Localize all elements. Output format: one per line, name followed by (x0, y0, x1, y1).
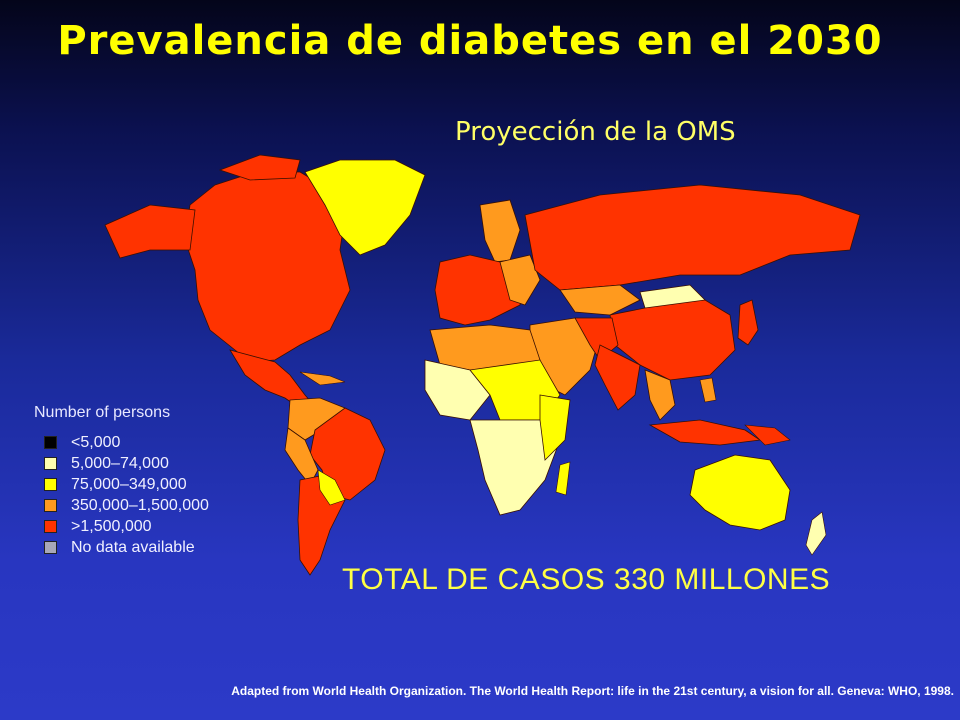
slide-subtitle: Proyección de la OMS (455, 117, 736, 147)
legend-item: 350,000–1,500,000 (34, 495, 209, 516)
legend-item: 75,000–349,000 (34, 474, 209, 495)
region-caribbean (299, 371, 346, 386)
legend-label: >1,500,000 (71, 517, 152, 535)
region-new-guinea (744, 424, 791, 446)
legend-swatch (44, 520, 57, 533)
legend-swatch (44, 541, 57, 554)
slide-title: Prevalencia de diabetes en el 2030 (57, 18, 883, 64)
total-cases: TOTAL DE CASOS 330 MILLONES (342, 563, 831, 596)
region-australia (689, 454, 791, 531)
region-east-africa (539, 394, 571, 461)
region-greenland (304, 159, 426, 256)
region-eastern-europe (499, 254, 541, 306)
legend-swatch (44, 457, 57, 470)
legend-swatch (44, 478, 57, 491)
region-alaska (104, 204, 196, 259)
region-southeast-asia (644, 369, 676, 421)
region-canada-islands (218, 154, 301, 181)
legend-item: No data available (34, 537, 209, 558)
legend-swatch (44, 436, 57, 449)
region-paraguay-uruguay (317, 469, 346, 506)
region-russia (524, 184, 861, 291)
legend-item: 5,000–74,000 (34, 453, 209, 474)
region-new-zealand (805, 511, 827, 556)
legend-swatch (44, 499, 57, 512)
region-india (594, 344, 641, 411)
region-philippines (699, 377, 717, 403)
region-scandinavia (479, 199, 521, 263)
legend-item: <5,000 (34, 432, 209, 453)
map-legend: Number of persons <5,000 5,000–74,000 75… (34, 404, 209, 558)
region-indonesia (648, 419, 762, 446)
legend-label: 75,000–349,000 (71, 475, 187, 493)
legend-item: >1,500,000 (34, 516, 209, 537)
legend-label: No data available (71, 538, 195, 556)
region-japan (737, 299, 759, 346)
region-china (609, 299, 736, 381)
legend-label: 5,000–74,000 (71, 454, 169, 472)
region-kazakhstan (559, 284, 641, 316)
region-madagascar (555, 461, 571, 496)
legend-label: 350,000–1,500,000 (71, 496, 209, 514)
legend-title: Number of persons (34, 404, 171, 421)
legend-label: <5,000 (71, 433, 121, 451)
source-citation: Adapted from World Health Organization. … (231, 684, 954, 698)
